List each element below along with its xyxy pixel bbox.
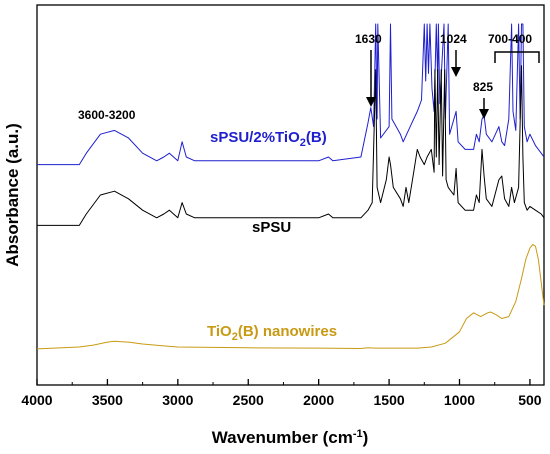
series-lines	[36, 23, 545, 350]
x-tick-label-3000: 3000	[162, 392, 193, 408]
x-tick-label-2000: 2000	[303, 392, 334, 408]
series-line-spsu	[37, 65, 545, 226]
arrow-1024-head	[451, 67, 461, 77]
annotation-3600-3200: 3600-3200	[78, 108, 136, 122]
x-axis-tick-labels: 4000 3500 3000 2500 2000 1500 1000 500	[21, 392, 541, 408]
series-label-tio2: TiO2(B) nanowires	[207, 323, 337, 343]
x-tick-label-3500: 3500	[92, 392, 123, 408]
annotation-1024: 1024	[440, 32, 467, 46]
y-axis-title: Absorbance (a.u.)	[3, 123, 22, 267]
arrow-825-head	[479, 109, 489, 119]
x-tick-label-1000: 1000	[444, 392, 475, 408]
annotation-825: 825	[473, 80, 493, 94]
bracket-700-400	[494, 51, 540, 63]
x-axis-ticks	[36, 379, 531, 385]
series-label-spsu: sPSU	[252, 219, 291, 236]
series-line-spsu-tio2	[37, 23, 545, 166]
arrow-1630-head	[366, 97, 376, 107]
x-tick-label-4000: 4000	[21, 392, 52, 408]
x-tick-label-1500: 1500	[374, 392, 405, 408]
annotation-700-400: 700-400	[488, 32, 532, 46]
annotation-1630: 1630	[355, 32, 382, 46]
x-tick-label-500: 500	[518, 392, 542, 408]
series-line-tio2	[36, 243, 545, 350]
x-axis-title: Wavenumber (cm-1)	[212, 428, 369, 447]
x-tick-label-2500: 2500	[233, 392, 264, 408]
plot-frame	[36, 4, 545, 386]
series-label-spsu-tio2: sPSU/2%TiO2(B)	[210, 129, 327, 149]
